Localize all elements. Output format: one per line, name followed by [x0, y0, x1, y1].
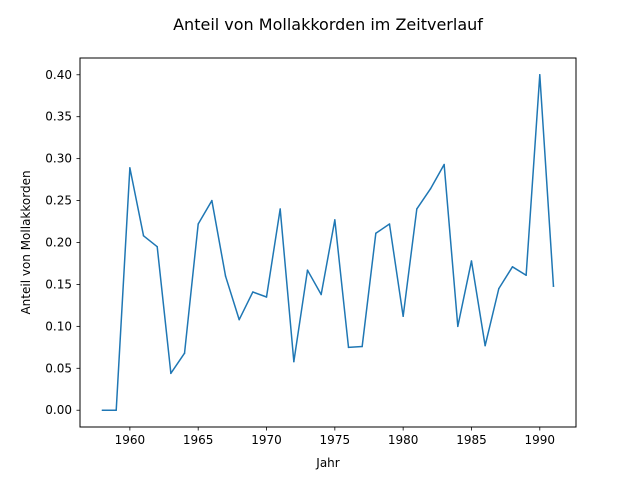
y-tick-label: 0.40	[45, 68, 72, 82]
data-point	[388, 223, 391, 225]
data-point	[156, 245, 158, 248]
data-point	[416, 208, 418, 210]
data-point	[224, 275, 227, 277]
data-point	[265, 296, 268, 298]
data-point	[429, 188, 432, 190]
y-tick-label: 0.30	[45, 152, 72, 166]
data-point	[211, 199, 213, 202]
x-axis-label: Jahr	[315, 456, 339, 470]
data-point	[170, 372, 172, 375]
x-tick-label: 1980	[388, 433, 419, 447]
plot-area: 1960 1965 1970 1975 1980 1985 1990 0.00 0.05 0.10…	[45, 68, 555, 447]
data-point	[293, 360, 295, 363]
data-point	[306, 269, 309, 271]
data-point	[484, 344, 486, 347]
data-point	[511, 266, 514, 268]
data-point	[347, 346, 350, 349]
data-point	[498, 287, 500, 290]
data-point	[539, 74, 541, 76]
data-point	[279, 208, 281, 210]
y-tick-label: 0.10	[45, 319, 72, 333]
series-line	[101, 74, 555, 411]
data-point	[101, 409, 104, 411]
x-tick-label: 1960	[115, 433, 146, 447]
data-point	[443, 163, 445, 166]
data-point	[470, 260, 473, 262]
data-point	[183, 352, 186, 354]
data-point	[238, 318, 240, 321]
axes-frame	[79, 57, 577, 428]
data-point	[252, 291, 254, 293]
y-tick-label: 0.15	[45, 277, 72, 291]
data-point	[320, 293, 322, 296]
data-point	[525, 274, 527, 276]
data-point	[115, 409, 117, 411]
data-point	[457, 325, 459, 328]
x-tick-label: 1965	[183, 433, 214, 447]
y-tick-label: 0.35	[45, 110, 72, 124]
data-point	[197, 223, 199, 225]
y-tick-label: 0.20	[45, 236, 72, 250]
data-point	[361, 345, 363, 348]
y-tick-label: 0.25	[45, 194, 72, 208]
y-axis-label: Anteil von Mollakkorden	[19, 170, 33, 314]
x-tick-label: 1975	[320, 433, 351, 447]
data-point	[142, 235, 145, 237]
chart-title: Anteil von Mollakkorden im Zeitverlauf	[173, 15, 483, 34]
x-tick-label: 1990	[525, 433, 556, 447]
data-point	[552, 285, 555, 287]
x-tick-label: 1985	[456, 433, 487, 447]
x-tick-label: 1970	[251, 433, 282, 447]
data-point	[129, 167, 131, 169]
data-point	[334, 219, 336, 221]
data-point	[402, 315, 404, 318]
data-point	[375, 232, 377, 235]
y-tick-label: 0.00	[45, 403, 72, 417]
y-tick-label: 0.05	[45, 361, 72, 375]
